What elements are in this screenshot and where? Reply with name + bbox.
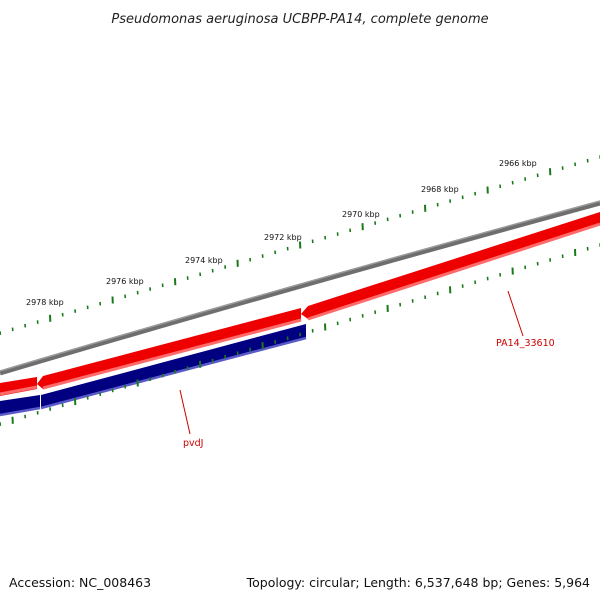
genome-backbone <box>0 200 600 376</box>
outer-tick-track <box>0 155 600 335</box>
tick-label: 2966 kbp <box>499 159 537 168</box>
tick-label: 2974 kbp <box>185 256 223 265</box>
pa14-33610-leader-line <box>507 290 524 337</box>
pvdj-leader-line <box>179 389 191 435</box>
gene-label-pa14-33610: PA14_33610 <box>496 338 555 349</box>
tick-labels: 2978 kbp 2976 kbp 2974 kbp 2972 kbp 2970 kbp… <box>26 159 537 307</box>
reverse-cds-main <box>37 308 301 389</box>
tick-label: 2970 kbp <box>342 210 380 219</box>
forward-cds-shadow <box>0 336 307 417</box>
inner-tick-track <box>0 243 600 426</box>
genome-summary-label: Topology: circular; Length: 6,537,648 bp… <box>246 575 590 590</box>
forward-cds-left-fragment <box>0 395 40 415</box>
tick-label: 2968 kbp <box>421 185 459 194</box>
forward-cds-pvdj <box>41 324 306 408</box>
genome-backbone-highlight <box>0 200 600 372</box>
tick-label: 2976 kbp <box>106 277 144 286</box>
genome-title: Pseudomonas aeruginosa UCBPP-PA14, compl… <box>111 12 488 27</box>
tick-label: 2978 kbp <box>26 298 64 307</box>
gene-label-pvdj: pvdJ <box>183 438 203 449</box>
tick-label: 2972 kbp <box>264 233 302 242</box>
accession-label: Accession: NC_008463 <box>9 575 152 590</box>
reverse-cds-pa14-33610 <box>301 212 600 319</box>
reverse-cds-shadow <box>0 222 600 396</box>
